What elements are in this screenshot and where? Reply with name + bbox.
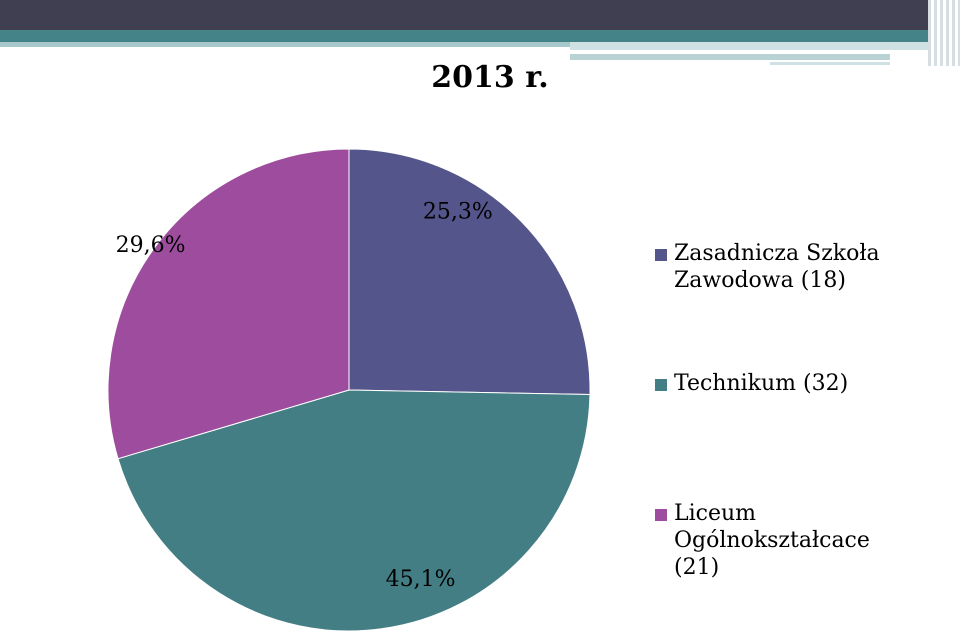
header-band-dark — [0, 0, 960, 30]
header-stripes — [928, 0, 960, 66]
data-label-zsz: 25,3% — [423, 199, 493, 224]
legend-item-zsz: Zasadnicza Szkoła Zawodowa (18) — [655, 240, 919, 294]
pie-slice-technikum — [117, 389, 591, 632]
header-band-light-3 — [570, 54, 890, 60]
data-label-technikum: 45,1% — [386, 567, 456, 592]
legend-swatch-zsz — [655, 249, 667, 261]
data-label-liceum: 29,6% — [116, 233, 186, 258]
chart-title: 2013 r. — [431, 60, 549, 95]
header-band-light-2 — [570, 42, 960, 50]
legend-item-technikum: Technikum (32) — [655, 370, 919, 397]
pie-slice-liceum — [107, 148, 350, 460]
legend-label-zsz: Zasadnicza Szkoła Zawodowa (18) — [674, 241, 880, 293]
legend-label-technikum: Technikum (32) — [674, 371, 849, 396]
header-band-light-4 — [770, 62, 890, 65]
legend-item-liceum: Liceum Ogólnokształcace (21) — [655, 500, 919, 581]
legend-swatch-liceum — [655, 509, 667, 521]
header-band-light — [0, 42, 570, 47]
legend-label-liceum: Liceum Ogólnokształcace (21) — [674, 501, 870, 580]
header-band-teal — [0, 30, 960, 42]
legend-swatch-technikum — [655, 379, 667, 391]
pie-slice-zsz — [348, 148, 591, 396]
